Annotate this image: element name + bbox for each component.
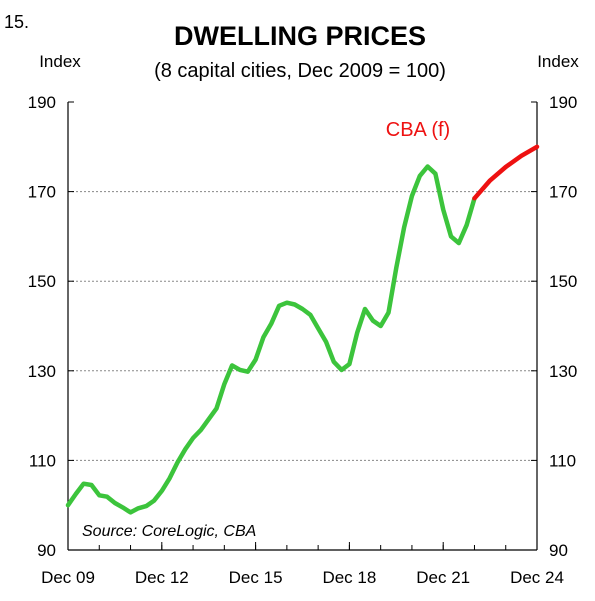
chart-subtitle: (8 capital cities, Dec 2009 = 100): [154, 60, 446, 82]
y-tick-label-right: 190: [549, 93, 577, 112]
series-line-forecast: [472, 144, 540, 201]
x-tick-label: Dec 18: [322, 568, 376, 587]
y-tick-label-right: 150: [549, 272, 577, 291]
source-note: Source: CoreLogic, CBA: [82, 523, 256, 540]
chart-title: DWELLING PRICES: [174, 21, 426, 51]
x-tick-label: Dec 21: [416, 568, 470, 587]
y-tick-label-left: 90: [37, 541, 56, 560]
y-tick-label-left: 170: [28, 183, 56, 202]
y-tick-label-right: 170: [549, 183, 577, 202]
x-tick-label: Dec 15: [229, 568, 283, 587]
y-tick-label-right: 90: [549, 541, 568, 560]
x-tick-label: Dec 09: [41, 568, 95, 587]
y-axis-label-left: Index: [39, 52, 81, 71]
axes: [67, 101, 538, 551]
gridlines: [68, 191, 537, 461]
y-axis-label-right: Index: [537, 52, 579, 71]
y-tick-label-left: 130: [28, 362, 56, 381]
y-tick-label-left: 150: [28, 272, 56, 291]
x-tick-label: Dec 24: [510, 568, 564, 587]
series-label-forecast: CBA (f): [386, 119, 450, 141]
x-tick-label: Dec 12: [135, 568, 189, 587]
series-line-actual: [65, 164, 477, 515]
y-tick-label-left: 190: [28, 93, 56, 112]
figure-number: 15.: [4, 12, 29, 32]
series-lines: [65, 144, 540, 515]
y-tick-label-right: 130: [549, 362, 577, 381]
y-tick-label-right: 110: [549, 451, 576, 470]
tick-labels: 90 90 110 110 130 130 150 150 170 170 190 190 Dec 09…: [28, 93, 578, 587]
y-tick-label-left: 110: [29, 451, 56, 470]
